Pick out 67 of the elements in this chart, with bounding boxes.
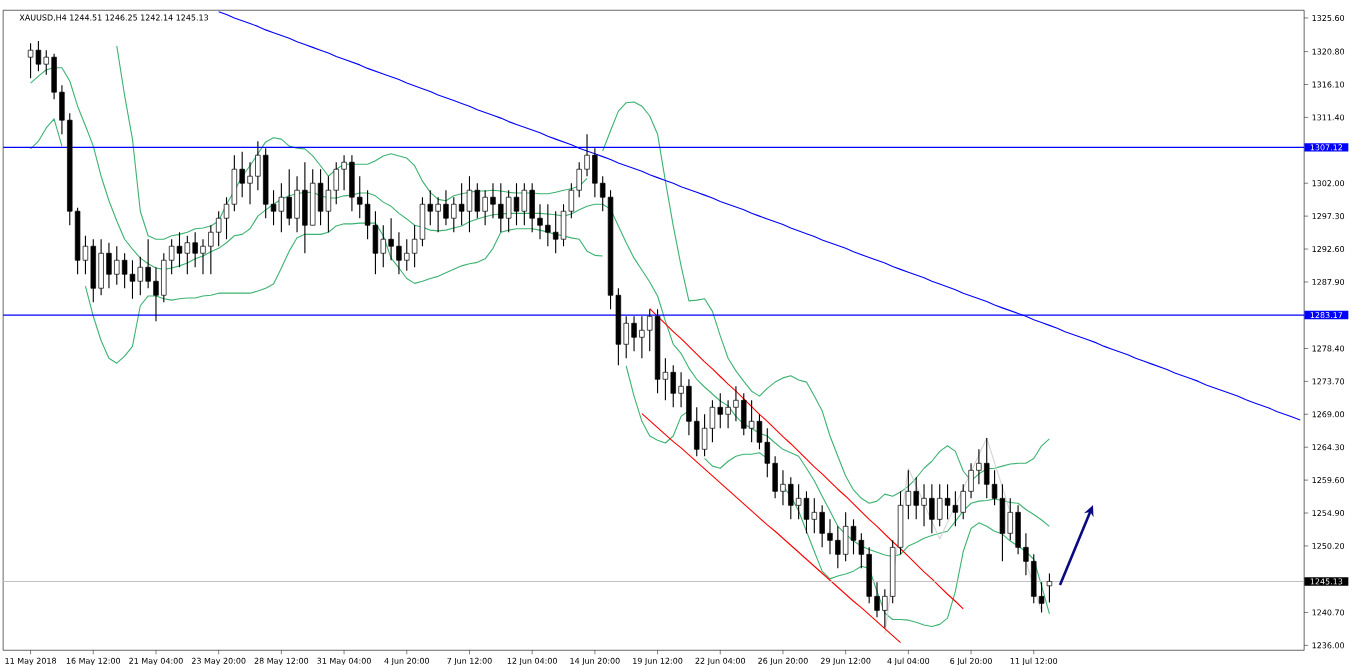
candlestick (717, 392, 723, 429)
candlestick (521, 182, 528, 226)
candlestick (552, 210, 559, 254)
candlestick (584, 133, 590, 177)
candlestick (631, 315, 637, 352)
candlestick (537, 203, 543, 240)
candlestick (576, 161, 582, 198)
candlestick (678, 371, 684, 408)
candlestick (827, 518, 833, 555)
candlestick (145, 238, 151, 289)
candlestick (1023, 532, 1029, 576)
candlestick (380, 224, 386, 268)
candlestick (819, 504, 825, 548)
candlestick (106, 242, 112, 289)
candlestick (427, 189, 433, 226)
candlestick (208, 224, 214, 275)
candlestick (153, 266, 159, 322)
candlestick (835, 525, 841, 569)
candlestick (192, 231, 198, 268)
candlestick (388, 217, 394, 261)
candlestick (137, 256, 144, 296)
candlestick (929, 483, 935, 534)
candlestick (960, 483, 966, 520)
candlestick (1038, 581, 1045, 614)
candlestick (498, 182, 504, 233)
candlestick (921, 483, 927, 527)
candlestick (490, 182, 496, 219)
candlestick (286, 168, 292, 226)
candlestick (200, 238, 206, 275)
candlestick (882, 588, 888, 629)
candlestick (474, 182, 481, 219)
candlestick (937, 483, 943, 527)
candlestick (341, 154, 347, 191)
candlestick (639, 315, 645, 359)
candlestick (184, 235, 191, 275)
candlestick (976, 448, 982, 485)
candlestick (451, 196, 457, 233)
candlestick (764, 427, 770, 478)
candlestick (1007, 497, 1013, 541)
candlestick (239, 151, 245, 198)
candlestick (357, 175, 363, 219)
candlestick (482, 189, 488, 226)
candlestick (255, 140, 261, 191)
candlestick (114, 245, 120, 286)
candlestick (43, 49, 49, 76)
candlestick (404, 238, 410, 272)
candlestick (545, 203, 551, 247)
candlestick (600, 175, 606, 212)
candlestick (968, 462, 974, 499)
candlestick (647, 308, 653, 352)
candlestick (396, 231, 402, 275)
candlestick (984, 437, 990, 499)
candlestick (443, 189, 449, 226)
candlestick (733, 385, 739, 422)
candlestick (874, 581, 880, 618)
candlestick (780, 469, 786, 506)
candlestick (725, 399, 731, 429)
candlestick (247, 161, 253, 205)
candlestick (811, 497, 818, 534)
candlestick (215, 210, 222, 247)
candlestick (670, 364, 676, 408)
candlestick (1046, 573, 1053, 603)
candlestick (623, 315, 629, 359)
candlestick (333, 161, 339, 205)
candlestick (435, 196, 441, 233)
candlestick (913, 476, 919, 520)
candlestick (788, 476, 794, 520)
